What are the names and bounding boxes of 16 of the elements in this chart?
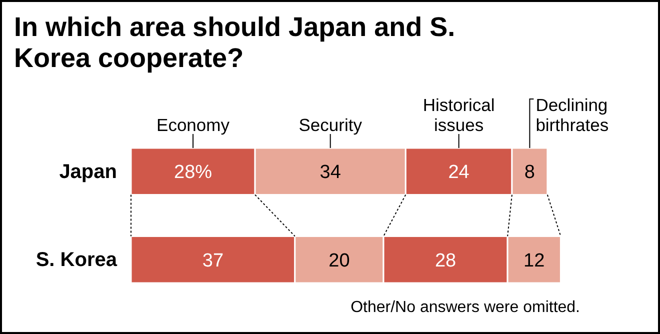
data-label: 28% <box>174 162 212 184</box>
chart-title: In which area should Japan and S. Korea cooperate? <box>14 12 456 74</box>
data-label: 12 <box>524 250 545 272</box>
data-label: 28 <box>434 250 456 272</box>
series-label: Security <box>298 115 362 135</box>
series-label: Declining birthrates <box>536 95 609 136</box>
annotation: Other/No answers were omitted. <box>350 299 580 316</box>
series-label: Historical issues <box>422 95 495 136</box>
data-label: 8 <box>524 162 535 184</box>
series-label: Economy <box>156 115 230 135</box>
data-label: 37 <box>202 250 224 272</box>
data-label: 34 <box>320 162 342 184</box>
y-tick-label: Japan <box>59 160 117 183</box>
y-tick-label: S. Korea <box>36 249 118 272</box>
data-label: 24 <box>448 162 470 184</box>
data-label: 20 <box>328 250 350 272</box>
